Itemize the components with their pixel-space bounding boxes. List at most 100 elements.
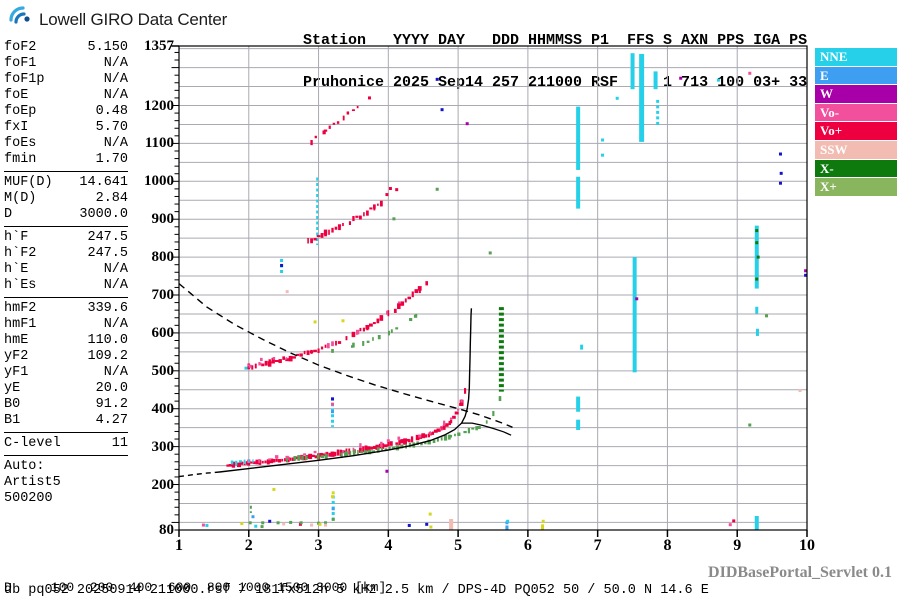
legend-item-nne: NNE [815, 48, 897, 67]
parameter-value: N/A [103, 136, 128, 151]
legend-item-x: X- [815, 159, 897, 179]
x-axis-label: 4 [384, 537, 393, 554]
parameter-value: 91.2 [95, 397, 128, 412]
sidebar-section-frequencies: foF2 5.150 foF1 N/A foF1p N/A foE N/A foEp 0.48 fx… [4, 40, 128, 168]
sidebar-section-virtual-heights: h`F 247.5 h`F2 247.5 h`E N/A h`Es N/A [4, 226, 128, 294]
parameter-value: 3000.0 [79, 207, 128, 222]
parameter-row: fmin 1.70 [4, 152, 128, 168]
sidebar-section-profile-params: hmF2 339.6 hmF1 N/A hmE 110.0 yF2 109.2 yF1 N/A yE… [4, 297, 128, 429]
legend-item-e: E [815, 66, 897, 86]
y-axis-label: 1000 [144, 173, 174, 190]
parameter-value: N/A [103, 88, 128, 103]
sidebar-section-muf: MUF(D) 14.641 M(D) 2.84 D 3000.0 [4, 171, 128, 223]
parameter-label: fxI [4, 120, 29, 135]
parameter-label: yE [4, 381, 21, 396]
x-axis-label: 5 [454, 537, 463, 554]
parameter-label: foE [4, 88, 29, 103]
trace-fourth-hop-O-mode [310, 105, 359, 146]
parameter-label: h`E [4, 262, 29, 277]
legend-item-vo: Vo+ [815, 122, 897, 141]
d-muf-table: D 100 200 400 600 800 1000 1500 3000 [km… [4, 552, 394, 600]
parameter-label: foF1p [4, 72, 45, 87]
parameter-row: foEp 0.48 [4, 104, 128, 120]
parameter-value: 109.2 [87, 349, 128, 364]
x-axis-label: 10 [799, 537, 815, 554]
parameter-label: B0 [4, 397, 21, 412]
analysis-curves [178, 283, 513, 478]
parameter-row: hmE 110.0 [4, 333, 128, 349]
parameter-row: yE 20.0 [4, 381, 128, 397]
x-axis-label: 1 [175, 537, 183, 554]
legend-item-ssw: SSW [815, 140, 897, 160]
status-line: db pq052 20250914 211000.rsf / 181fx512h… [4, 583, 709, 598]
parameter-label: yF2 [4, 349, 29, 364]
giro-wave-icon [8, 4, 34, 35]
parameter-row: yF2 109.2 [4, 349, 128, 365]
parameter-row: hmF2 339.6 [4, 301, 128, 317]
trace-F-trace-X-mode [286, 396, 502, 463]
trace-third-hop-O-mode [307, 200, 383, 244]
parameter-row: foF2 5.150 [4, 40, 128, 56]
parameter-value: 20.0 [95, 381, 128, 396]
parameter-row: h`E N/A [4, 262, 128, 278]
curve-muf-transmission-curve [178, 283, 513, 428]
parameter-label: D [4, 207, 13, 222]
parameter-value: 0.48 [95, 104, 128, 119]
curve-profile-below-fmin [178, 471, 220, 478]
parameter-label: hmF1 [4, 317, 37, 332]
parameter-row: h`F2 247.5 [4, 246, 128, 262]
trace-second-hop-vo-minus [247, 301, 402, 367]
parameter-row: foF1p N/A [4, 72, 128, 88]
parameter-row: hmF1 N/A [4, 317, 128, 333]
parameter-row: foF1 N/A [4, 56, 128, 72]
parameter-value: 11 [111, 436, 128, 451]
d-row: D 100 200 400 600 800 1000 1500 3000 [km… [4, 580, 387, 595]
legend-item-x: X+ [815, 178, 897, 197]
parameter-row: foEs N/A [4, 136, 128, 152]
parameter-value: 339.6 [87, 301, 128, 316]
parameter-row: C-level 11 [4, 436, 128, 452]
parameter-value: N/A [103, 56, 128, 71]
parameter-row: yF1 N/A [4, 365, 128, 381]
parameter-label: h`F2 [4, 246, 37, 261]
parameter-label: M(D) [4, 191, 37, 206]
direction-legend: NNE E W Vo- Vo+ SSW X- X+ [815, 48, 897, 197]
parameter-value: N/A [103, 365, 128, 380]
y-axis-label: 1100 [144, 135, 174, 152]
parameter-value: N/A [103, 317, 128, 332]
trace-second-hop-X-mode [331, 313, 418, 353]
giro-logo: Lowell GIRO Data Center [8, 4, 227, 35]
legend-item-vo: Vo- [815, 103, 897, 123]
sidebar-text-line: 500200 [4, 491, 53, 506]
sidebar-section-confidence: C-level 11 [4, 432, 128, 452]
parameter-label: h`F [4, 230, 29, 245]
trace-F-trace-start-nne [230, 459, 254, 466]
y-axis-label: 400 [151, 400, 175, 417]
ionogram-plot [171, 45, 808, 537]
parameter-value: N/A [103, 72, 128, 87]
y-axis-label: 900 [151, 211, 175, 228]
parameter-label: C-level [4, 436, 61, 451]
parameter-value: 14.641 [79, 175, 128, 190]
x-axis-label: 9 [733, 537, 742, 554]
parameter-label: B1 [4, 413, 21, 428]
axis-ticks [171, 45, 808, 537]
parameter-label: h`Es [4, 278, 37, 293]
parameter-value: N/A [103, 262, 128, 277]
legend-item-w: W [815, 85, 897, 104]
parameter-label: foEp [4, 104, 37, 119]
sidebar-section-auto: Auto: Artist5 500200 [4, 455, 128, 507]
parameter-label: fmin [4, 152, 37, 167]
y-axis-label: 300 [151, 438, 175, 455]
servlet-version-label: DIDBasePortal_Servlet 0.1 [708, 564, 892, 581]
parameter-value: 247.5 [87, 230, 128, 245]
parameter-row: B1 4.27 [4, 413, 128, 429]
y-axis-label: 500 [151, 362, 175, 379]
parameter-row: h`Es N/A [4, 278, 128, 294]
curve-profile-nose [461, 422, 512, 436]
parameter-label: MUF(D) [4, 175, 53, 190]
station-header-line1: Station YYYY DAY DDD HHMMSS P1 FFS S AXN… [303, 32, 808, 49]
x-axis-label: 6 [523, 537, 532, 554]
y-axis-label: 700 [151, 287, 175, 303]
parameter-value: 2.84 [95, 191, 128, 206]
